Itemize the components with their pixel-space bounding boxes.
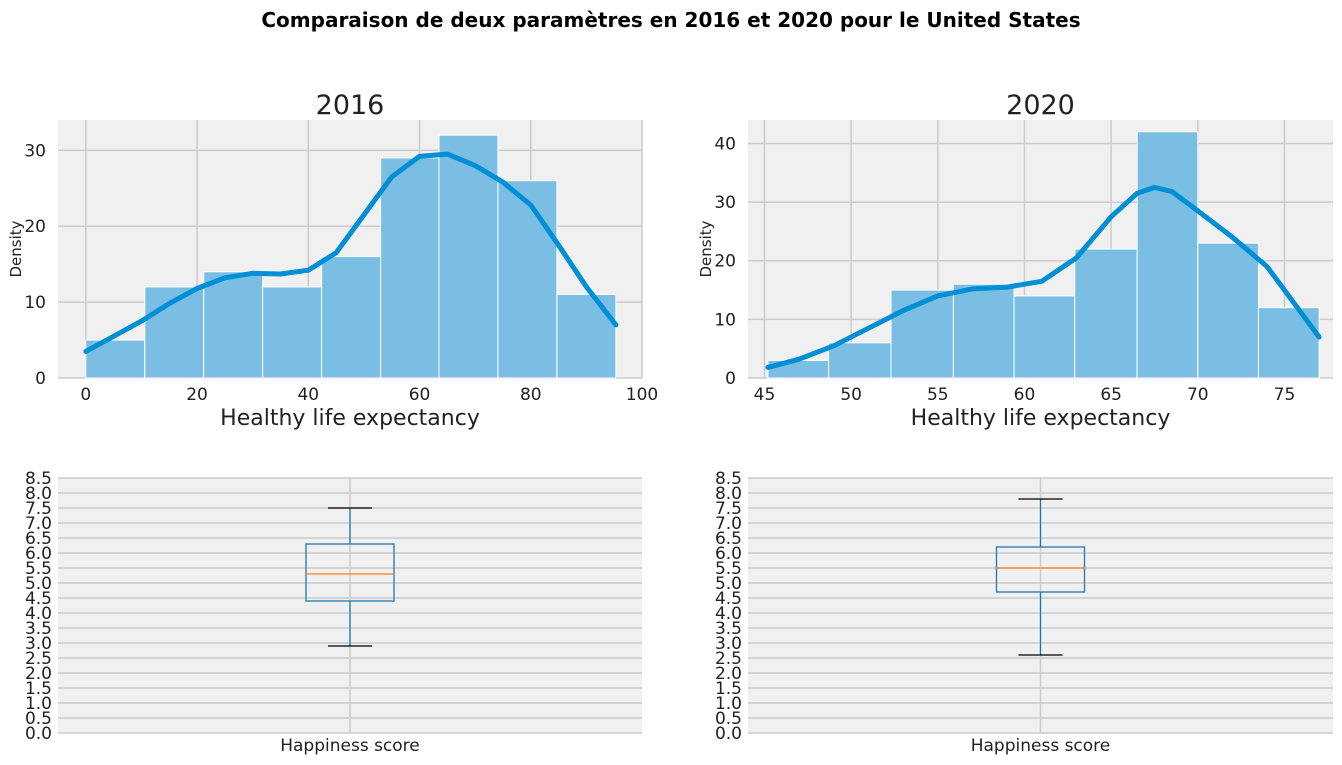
y-tick-label: 7.0 — [25, 514, 52, 534]
x-tick-label: 70 — [1187, 385, 1209, 405]
y-tick-label: 8.5 — [25, 469, 52, 489]
boxplot-2016-panel: 0.00.51.01.52.02.53.03.54.04.55.05.56.06… — [25, 469, 642, 756]
y-tick-label: 4.5 — [25, 589, 52, 609]
y-tick-label: 4.5 — [715, 589, 742, 609]
histogram-bar — [556, 294, 617, 379]
y-tick-label: 40 — [714, 134, 736, 154]
kde-curve — [83, 151, 619, 354]
y-tick-label: 1.0 — [25, 694, 52, 714]
x-tick-label: 60 — [409, 385, 431, 405]
y-tick-label: 5.0 — [715, 574, 742, 594]
y-tick-label: 30 — [714, 193, 736, 213]
x-tick-label: 75 — [1274, 385, 1296, 405]
x-tick-label: 0 — [80, 385, 91, 405]
x-tick-label: 20 — [186, 385, 208, 405]
histogram-bar — [1013, 295, 1076, 379]
histogram-bar — [1136, 131, 1199, 379]
y-tick-label: 0.5 — [25, 709, 52, 729]
x-axis-label: Healthy life expectancy — [911, 406, 1171, 431]
x-tick-label: 40 — [297, 385, 319, 405]
y-tick-label: 6.0 — [25, 544, 52, 564]
y-tick-label: 6.5 — [715, 529, 742, 549]
y-tick-label: 2.0 — [715, 664, 742, 684]
histogram-bar — [203, 271, 264, 379]
histogram-2020-panel: 45 50 55 60 65 70 75 0 10 20 30 40 2020 Healthy life … — [697, 90, 1333, 431]
histogram-bar — [952, 283, 1015, 379]
x-tick-label: 80 — [520, 385, 542, 405]
x-tick-label: 45 — [754, 385, 776, 405]
y-tick-label: 0.0 — [715, 724, 742, 744]
y-axis-label: Density — [697, 220, 715, 277]
x-axis-label: Healthy life expectancy — [220, 406, 480, 431]
histogram-bar — [380, 157, 440, 379]
histogram-2016-panel: 0 20 40 60 80 100 0 10 20 30 2016 Healthy life expe… — [7, 90, 658, 431]
box-iqr — [995, 546, 1086, 593]
x-tick-label: 100 — [626, 385, 658, 405]
y-tick-label: 0.5 — [715, 709, 742, 729]
boxplot-2020-panel: 0.00.51.01.52.02.53.03.54.04.55.05.56.06… — [715, 469, 1333, 756]
y-tick-label: 3.5 — [25, 619, 52, 639]
histogram-bar — [321, 256, 382, 379]
y-tick-label: 5.5 — [25, 559, 52, 579]
y-tick-label: 20 — [714, 252, 736, 272]
y-tick-label: 6.0 — [715, 544, 742, 564]
y-tick-label: 3.5 — [715, 619, 742, 639]
x-tick-label: Happiness score — [280, 736, 420, 756]
y-tick-label: 8.5 — [715, 469, 742, 489]
y-tick-label: 10 — [24, 293, 46, 313]
y-tick-label: 8.0 — [25, 484, 52, 504]
x-tick-label: 55 — [927, 385, 949, 405]
y-tick-label: 6.5 — [25, 529, 52, 549]
y-axis-label: Density — [7, 220, 25, 277]
figure-suptitle: Comparaison de deux paramètres en 2016 e… — [261, 8, 1081, 32]
y-tick-label: 4.0 — [715, 604, 742, 624]
y-tick-label: 0 — [725, 369, 736, 389]
subplot-title: 2020 — [1006, 90, 1075, 121]
y-tick-label: 8.0 — [715, 484, 742, 504]
kde-curve — [765, 184, 1322, 370]
x-tick-label: 60 — [1014, 385, 1036, 405]
y-tick-label: 2.0 — [25, 664, 52, 684]
x-tick-label: Happiness score — [971, 736, 1111, 756]
y-tick-label: 4.0 — [25, 604, 52, 624]
y-tick-label: 0 — [35, 369, 46, 389]
y-tick-label: 10 — [714, 310, 736, 330]
y-tick-label: 7.0 — [715, 514, 742, 534]
y-tick-label: 7.5 — [715, 499, 742, 519]
histogram-bar — [828, 342, 892, 379]
histogram-bar — [497, 180, 558, 379]
y-tick-label: 3.0 — [25, 634, 52, 654]
y-tick-label: 30 — [24, 141, 46, 161]
histogram-bar — [1257, 307, 1320, 379]
subplot-title: 2016 — [316, 90, 385, 121]
y-tick-label: 20 — [24, 217, 46, 237]
y-tick-label: 1.5 — [25, 679, 52, 699]
box-iqr — [305, 543, 395, 602]
y-tick-label: 0.0 — [25, 724, 52, 744]
y-tick-label: 1.5 — [715, 679, 742, 699]
y-tick-label: 1.0 — [715, 694, 742, 714]
y-tick-label: 2.5 — [715, 649, 742, 669]
y-tick-label: 3.0 — [715, 634, 742, 654]
x-tick-label: 50 — [840, 385, 862, 405]
x-tick-label: 65 — [1100, 385, 1122, 405]
y-tick-label: 2.5 — [25, 649, 52, 669]
y-tick-label: 5.5 — [715, 559, 742, 579]
y-tick-label: 5.0 — [25, 574, 52, 594]
histogram-bar — [262, 286, 323, 379]
histogram-bar — [1074, 248, 1138, 379]
y-tick-label: 7.5 — [25, 499, 52, 519]
histogram-bar — [1197, 242, 1259, 379]
